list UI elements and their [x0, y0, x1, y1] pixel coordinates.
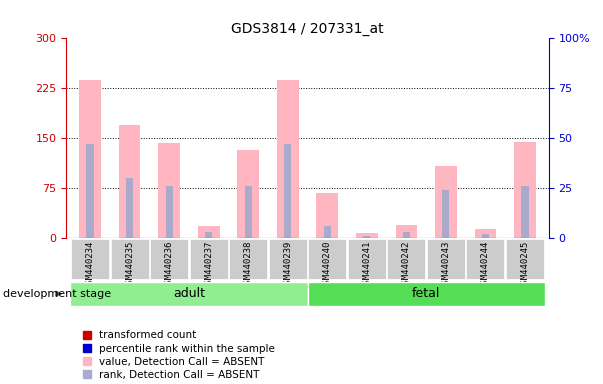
- FancyBboxPatch shape: [427, 239, 465, 280]
- Bar: [396, 225, 417, 238]
- FancyBboxPatch shape: [71, 239, 109, 280]
- Bar: [317, 193, 338, 238]
- Title: GDS3814 / 207331_at: GDS3814 / 207331_at: [231, 22, 384, 36]
- Bar: [205, 232, 212, 238]
- FancyBboxPatch shape: [308, 239, 346, 280]
- Bar: [482, 234, 489, 238]
- Bar: [277, 79, 298, 238]
- Text: GSM440235: GSM440235: [125, 240, 134, 288]
- FancyBboxPatch shape: [467, 239, 505, 280]
- Bar: [475, 229, 496, 238]
- FancyBboxPatch shape: [308, 282, 545, 306]
- Bar: [198, 226, 219, 238]
- Bar: [284, 144, 291, 238]
- FancyBboxPatch shape: [387, 239, 425, 280]
- Bar: [363, 236, 370, 238]
- Bar: [324, 226, 331, 238]
- Text: GSM440242: GSM440242: [402, 240, 411, 288]
- FancyBboxPatch shape: [150, 239, 188, 280]
- Text: GSM440243: GSM440243: [441, 240, 450, 288]
- Text: GSM440245: GSM440245: [520, 240, 529, 288]
- Bar: [166, 186, 172, 238]
- FancyBboxPatch shape: [506, 239, 544, 280]
- FancyBboxPatch shape: [348, 239, 386, 280]
- FancyBboxPatch shape: [229, 239, 267, 280]
- FancyBboxPatch shape: [190, 239, 228, 280]
- Text: GSM440238: GSM440238: [244, 240, 253, 288]
- Bar: [403, 232, 410, 238]
- Bar: [119, 125, 140, 238]
- Bar: [158, 143, 180, 238]
- Bar: [443, 190, 449, 238]
- Bar: [238, 149, 259, 238]
- Text: GSM440237: GSM440237: [204, 240, 213, 288]
- Text: GSM440234: GSM440234: [86, 240, 95, 288]
- Bar: [522, 186, 529, 238]
- Text: fetal: fetal: [412, 287, 440, 300]
- Text: GSM440244: GSM440244: [481, 240, 490, 288]
- Bar: [514, 142, 536, 238]
- Bar: [435, 166, 457, 238]
- FancyBboxPatch shape: [269, 239, 307, 280]
- Text: development stage: development stage: [3, 289, 111, 299]
- Text: adult: adult: [173, 287, 205, 300]
- FancyBboxPatch shape: [110, 239, 148, 280]
- Text: GSM440239: GSM440239: [283, 240, 292, 288]
- Text: GSM440241: GSM440241: [362, 240, 371, 288]
- Text: GSM440240: GSM440240: [323, 240, 332, 288]
- Bar: [356, 233, 377, 238]
- Legend: transformed count, percentile rank within the sample, value, Detection Call = AB: transformed count, percentile rank withi…: [78, 326, 279, 384]
- Text: GSM440236: GSM440236: [165, 240, 174, 288]
- Bar: [79, 79, 101, 238]
- Bar: [245, 186, 252, 238]
- Bar: [126, 178, 133, 238]
- FancyBboxPatch shape: [71, 282, 308, 306]
- Bar: [86, 144, 93, 238]
